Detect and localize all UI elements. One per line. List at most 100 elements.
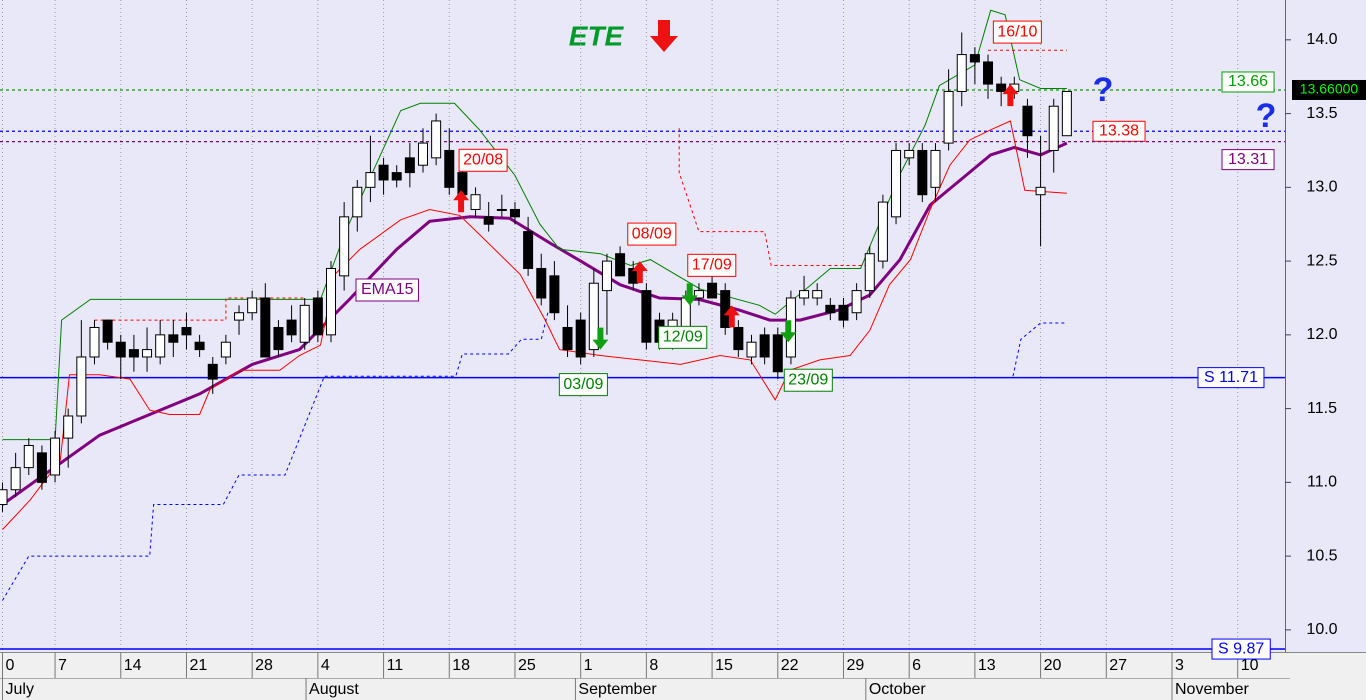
candle-body [1035,186,1046,196]
candle-body [339,216,350,277]
candle-body [983,61,994,85]
candle-body [523,231,534,269]
x-tick-label: 29 [846,657,864,674]
candle-body [996,83,1007,92]
candle-body [759,334,770,358]
candle-body [444,149,455,188]
signal-arrow [592,327,609,350]
candle-body [588,282,599,351]
candle-body [707,282,718,299]
month-label: July [5,681,33,698]
series-label: EMA15 [361,281,414,298]
candle-body [234,312,245,321]
y-tick-label: 14.0 [1306,31,1337,48]
chart-title: ETE [569,20,625,51]
candle-body [575,319,586,358]
level-label-box [1211,638,1271,660]
last-price-box [1292,79,1366,100]
signal-label-box [558,373,608,397]
candle-body [404,157,415,174]
candle-body [772,334,783,373]
x-tick-label: 27 [1109,657,1127,674]
y-tick-label: 13.0 [1306,179,1337,196]
signal-label: 16/10 [997,23,1037,40]
month-label: November [1175,681,1249,698]
signal-label-box [783,368,833,392]
level-label-box [1197,367,1265,389]
candle-body [286,319,297,336]
level-label: S 11.71 [1204,369,1258,386]
signal-label-box [458,148,508,172]
candle-body [194,341,205,351]
x-tick-label: 25 [518,657,536,674]
level-label-box [1221,149,1275,171]
candle-body [273,326,284,351]
signal-arrow [631,261,648,284]
x-tick-label: 6 [912,657,921,674]
signal-label: 20/08 [463,152,503,169]
candle-body [457,172,468,196]
signal-label: 12/09 [663,329,703,346]
signal-arrow [723,305,740,328]
x-tick-label: 15 [715,657,733,674]
x-tick-label: 4 [321,657,330,674]
x-tick-label: 14 [124,657,142,674]
candle-body [641,290,652,343]
candle-body [50,437,61,476]
level-label: 13.38 [1099,123,1139,140]
candle-body [943,90,954,144]
month-label: September [578,681,657,698]
y-tick-label: 10.0 [1306,621,1337,638]
x-tick-label: 8 [649,657,658,674]
series-label-box [355,278,419,302]
last-price-label: 13.66000 [1300,81,1359,97]
candle-body [1022,105,1033,137]
level-label-box [1092,120,1146,142]
candle-body [904,149,915,159]
candle-body [601,260,612,292]
level-label: 13.31 [1228,151,1268,168]
candle-body [168,334,179,343]
candle-body [417,142,428,166]
candle-body [299,304,310,343]
x-tick-label: 3 [1175,657,1184,674]
candle-body [0,489,8,505]
level-label-box [1221,71,1275,93]
y-tick-label: 11.0 [1307,474,1337,491]
signal-arrow [453,190,470,213]
candle-body [260,297,271,358]
question-mark: ? [1093,71,1114,109]
x-tick-label: 1 [584,657,593,674]
x-tick-label: 11 [387,657,404,674]
candle-body [76,356,87,417]
candle-body [89,326,100,358]
signal-label: 23/09 [788,371,828,388]
y-tick-label: 10.5 [1306,547,1337,564]
candle-body [720,290,731,328]
x-tick-label: 7 [58,657,67,674]
candle-body [799,290,810,299]
x-tick-label: 21 [189,657,207,674]
candle-body [509,208,520,218]
candle-body [851,290,862,314]
y-tick-label: 11.5 [1307,400,1337,417]
signal-label-box [658,325,708,349]
x-tick-label: 0 [5,657,14,674]
candle-body [969,54,980,63]
candle-body [746,341,757,358]
candle-body [496,208,507,211]
candle-body [128,349,139,358]
candle-body [1048,105,1059,151]
candle-body [838,304,849,321]
question-mark: ? [1256,97,1277,135]
level-label: S 9.87 [1218,640,1264,657]
x-tick-label: 22 [781,657,799,674]
level-label: 13.66 [1228,73,1268,90]
candle-body [930,149,941,188]
candle-body [431,120,442,159]
candle-body [391,172,402,181]
signal-label: 17/09 [692,257,732,274]
candle-body [470,194,481,210]
candle-body [693,290,704,299]
